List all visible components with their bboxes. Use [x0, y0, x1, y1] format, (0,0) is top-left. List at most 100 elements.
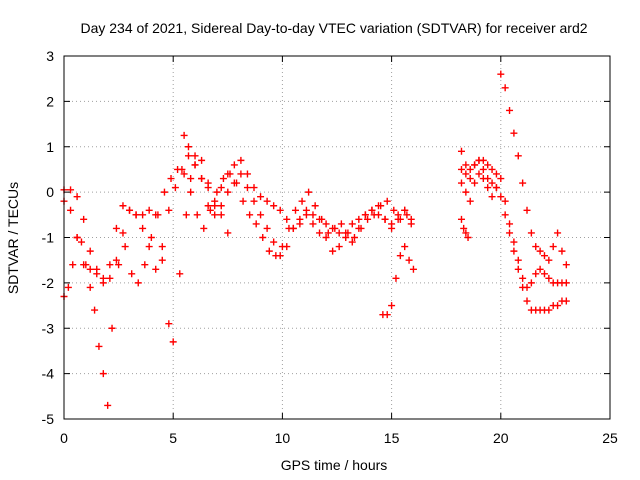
y-axis-label: SDTVAR / TECUs	[5, 182, 21, 294]
data-point	[350, 234, 358, 241]
x-tick-label: 25	[602, 430, 618, 446]
series-trace-f	[457, 156, 570, 314]
data-point	[243, 170, 251, 178]
data-point	[457, 165, 465, 173]
data-point	[104, 401, 112, 409]
data-point	[562, 279, 570, 287]
data-points	[60, 70, 570, 409]
data-point	[112, 224, 120, 232]
data-point	[184, 143, 192, 151]
data-point	[154, 211, 162, 219]
data-point	[252, 220, 260, 228]
data-point	[501, 84, 509, 92]
data-point	[99, 370, 107, 378]
data-point	[396, 252, 404, 260]
data-point	[198, 175, 206, 183]
data-point	[549, 243, 557, 251]
data-point	[217, 202, 225, 210]
data-point	[246, 211, 254, 219]
data-point	[257, 211, 265, 219]
data-point	[514, 256, 522, 264]
data-point	[86, 265, 94, 273]
data-point	[536, 247, 544, 255]
data-point	[309, 211, 317, 219]
data-point	[198, 156, 206, 164]
data-point	[152, 265, 160, 273]
data-point	[462, 161, 470, 169]
data-point	[497, 70, 505, 78]
data-point	[263, 224, 271, 232]
data-point	[523, 206, 531, 214]
data-point	[409, 265, 417, 273]
data-point	[121, 243, 129, 251]
data-point	[180, 170, 188, 178]
data-point	[407, 215, 415, 223]
data-point	[298, 197, 306, 205]
data-point	[510, 247, 518, 255]
data-point	[73, 234, 81, 241]
data-point	[457, 147, 465, 155]
data-point	[388, 224, 396, 232]
data-point	[392, 274, 400, 282]
data-point	[270, 202, 278, 210]
series-trace-e	[379, 243, 417, 319]
data-point	[265, 247, 273, 255]
axis-ticks: 0 5 10 15 20 25 -5 -4 -3 -2 -1 0 1 2 3	[42, 48, 618, 446]
data-point	[457, 179, 465, 187]
data-point	[492, 170, 500, 178]
data-point	[335, 229, 343, 237]
data-point	[462, 229, 470, 237]
data-point	[479, 165, 487, 173]
data-point	[67, 186, 75, 194]
data-point	[187, 188, 195, 196]
data-point	[239, 197, 247, 205]
data-point	[243, 184, 251, 192]
data-point	[165, 206, 173, 214]
data-point	[318, 215, 326, 223]
data-point	[73, 193, 81, 201]
data-point	[145, 206, 153, 214]
series-trace-g	[457, 170, 570, 291]
data-point	[158, 256, 166, 264]
data-point	[99, 279, 107, 287]
data-point	[357, 224, 365, 232]
data-point	[466, 165, 474, 173]
data-point	[466, 175, 474, 183]
data-point	[514, 152, 522, 160]
data-point	[112, 256, 120, 264]
data-point	[219, 175, 227, 183]
data-point	[532, 270, 540, 278]
data-point	[132, 211, 140, 219]
data-point	[377, 202, 385, 210]
data-point	[206, 206, 214, 214]
y-tick-label: -5	[42, 411, 55, 427]
data-point	[401, 243, 409, 251]
y-tick-label: 2	[46, 93, 54, 109]
data-point	[405, 256, 413, 264]
data-point	[69, 261, 77, 269]
x-axis-label: GPS time / hours	[281, 457, 388, 473]
data-point	[527, 279, 535, 287]
x-tick-label: 10	[275, 430, 291, 446]
data-point	[165, 320, 173, 328]
data-point	[348, 220, 356, 228]
data-point	[401, 206, 409, 214]
data-point	[272, 252, 280, 260]
data-point	[488, 179, 496, 187]
data-point	[302, 211, 310, 219]
data-point	[348, 238, 356, 246]
series-trace-a	[60, 152, 415, 346]
data-point	[145, 243, 153, 251]
data-point	[257, 193, 265, 201]
data-point	[77, 238, 85, 246]
data-point	[285, 224, 293, 232]
data-point	[211, 202, 219, 210]
data-point	[171, 184, 179, 192]
data-point	[217, 184, 225, 192]
series-trace-h	[457, 70, 570, 269]
y-tick-label: -3	[42, 320, 55, 336]
data-point	[532, 243, 540, 251]
data-point	[224, 229, 232, 237]
data-point	[364, 215, 372, 223]
